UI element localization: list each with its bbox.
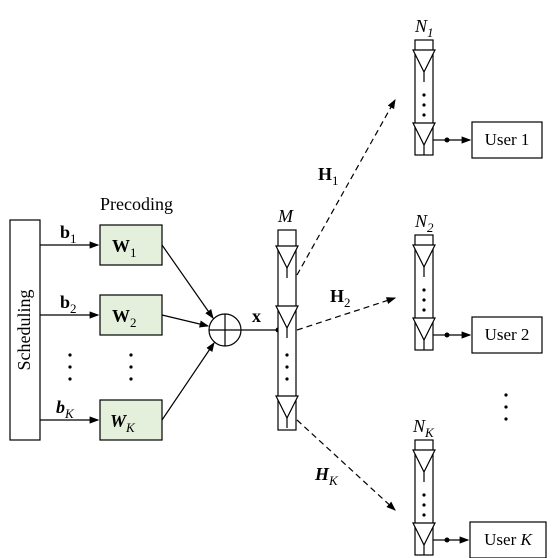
arrow-W1-sum — [162, 245, 213, 318]
dots-tx — [285, 353, 288, 356]
dots-W — [129, 377, 132, 380]
HK-label: HK — [314, 464, 339, 488]
N2-label: N2 — [414, 211, 434, 235]
dots-users — [504, 405, 507, 408]
receiver-1: N1 User 1 — [413, 16, 542, 158]
dots-b — [68, 353, 71, 356]
dots-b — [68, 377, 71, 380]
b2-label: b2 — [60, 292, 77, 316]
dots-b — [68, 365, 71, 368]
userK-label: User K — [484, 530, 533, 549]
arrow-W2-sum — [162, 315, 208, 326]
bK-label: bK — [56, 397, 75, 421]
NK-label: NK — [412, 416, 435, 440]
precoding-label: Precoding — [100, 194, 173, 214]
user2-label: User 2 — [485, 325, 530, 344]
dots-W — [129, 353, 132, 356]
b1-label: b1 — [60, 222, 77, 246]
dots-users — [504, 393, 507, 396]
H1-label: H1 — [318, 164, 339, 188]
M-label: M — [277, 206, 294, 226]
dots-tx — [285, 377, 288, 380]
N1-label: N1 — [414, 16, 434, 40]
x-label: x — [252, 306, 261, 326]
receiver-2: N2 User 2 — [413, 211, 542, 353]
dots-tx — [285, 365, 288, 368]
user1-label: User 1 — [485, 130, 530, 149]
dots-W — [129, 365, 132, 368]
arrow-WK-sum — [162, 343, 214, 420]
receiver-K: NK User K — [412, 416, 546, 558]
summation-node — [209, 314, 241, 346]
H2-label: H2 — [330, 286, 351, 310]
channel-HK — [297, 420, 395, 510]
channel-H1 — [297, 100, 395, 275]
scheduling-label: Scheduling — [14, 290, 34, 371]
dots-users — [504, 417, 507, 420]
